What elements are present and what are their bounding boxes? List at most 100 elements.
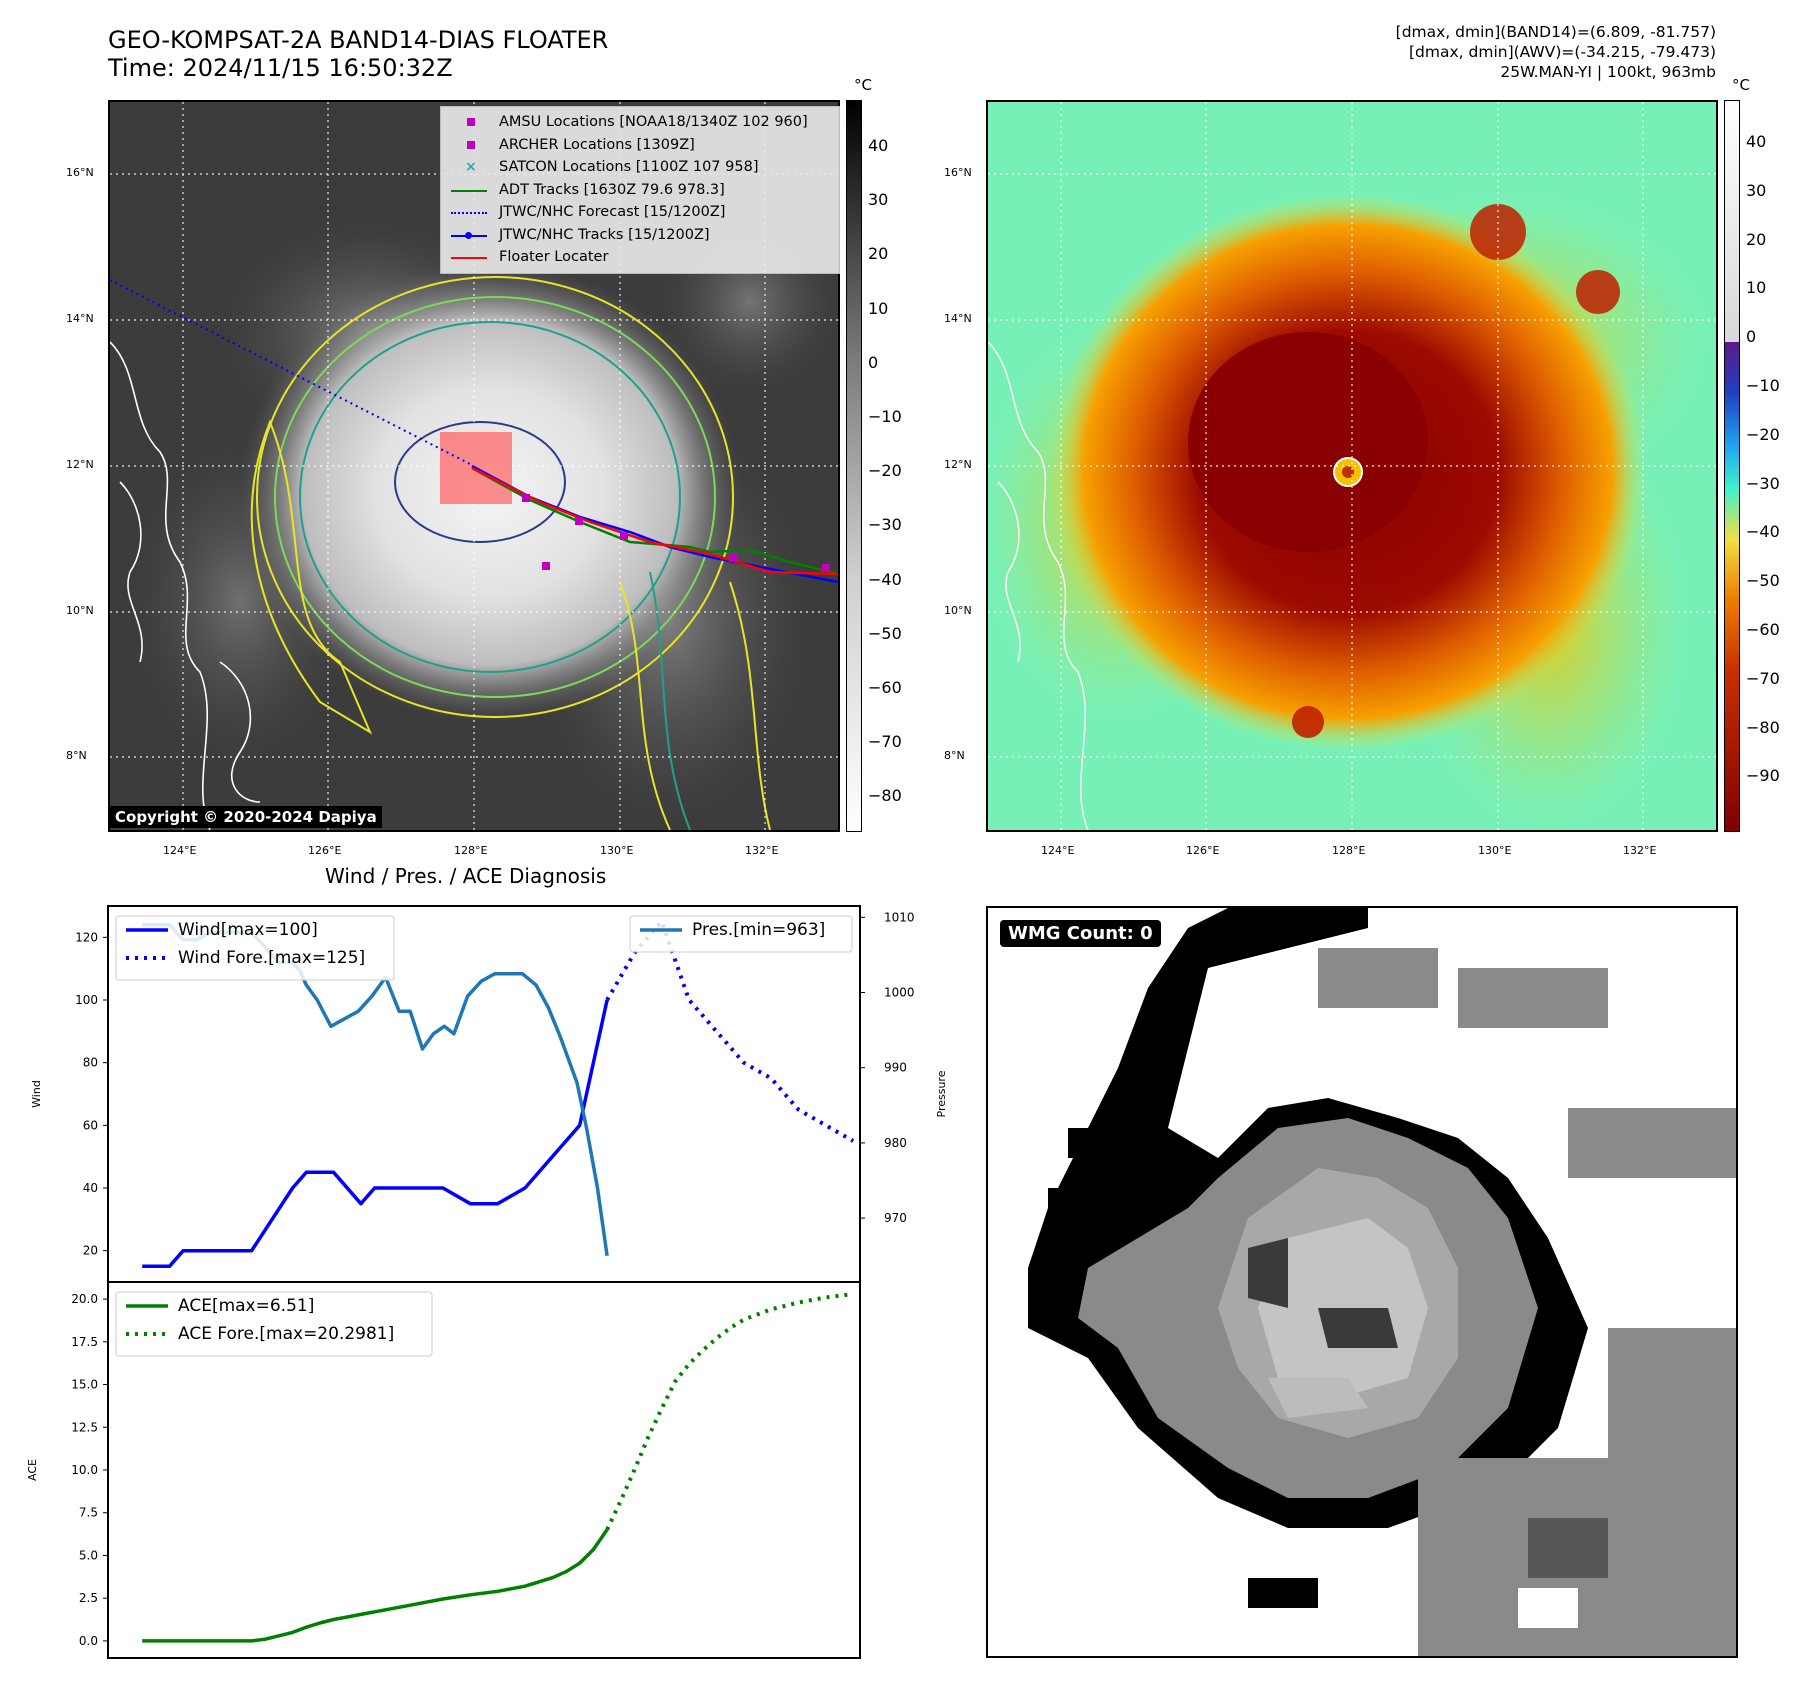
ace-ytick-label: 0.0 [79, 1634, 98, 1648]
lon-tick-label: 126°E [1186, 844, 1220, 857]
colorbar-left-label: −30 [868, 515, 902, 535]
legend-label: Floater Locater [499, 249, 609, 265]
legend-item-archer: ARCHER Locations [1309Z] [449, 134, 831, 157]
diagnosis-chart: 20 40 60 80 100 120 970 980 990 1000 1010 0.0 2.5 5.0… [26, 905, 948, 1659]
pressure-ytick-label: 980 [884, 1136, 907, 1150]
pressure-ytick-label: 1010 [884, 910, 915, 924]
lat-tick-label: 14°N [66, 312, 94, 325]
wind-legend-label: Wind[max=100] [178, 920, 318, 940]
amsu-archer-markers [522, 494, 830, 572]
forecast-track [110, 279, 471, 465]
floater-track [471, 466, 838, 576]
lat-tick-label: 12°N [944, 458, 972, 471]
info-line-2: [dmax, dmin](AWV)=(-34.215, -79.473) [1409, 43, 1716, 61]
colorbar-right-label: −10 [1746, 376, 1780, 395]
legend-item-forecast: JTWC/NHC Forecast [15/1200Z] [449, 201, 831, 224]
colorbar-right-label: 40 [1746, 132, 1767, 151]
colorbar-grayscale [846, 100, 862, 832]
info-line-1: [dmax, dmin](BAND14)=(6.809, -81.757) [1395, 23, 1716, 41]
lon-tick-label: 128°E [1332, 844, 1366, 857]
legend-item-jtwc: JTWC/NHC Tracks [15/1200Z] [449, 224, 831, 247]
lon-tick-label: 130°E [600, 844, 634, 857]
legend-item-amsu: AMSU Locations [NOAA18/1340Z 102 960] [449, 111, 831, 134]
line-icon [449, 183, 493, 197]
lon-tick-label: 132°E [1623, 844, 1657, 857]
wind-ytick-label: 20 [83, 1244, 98, 1258]
colorbar-left-label: −50 [868, 623, 902, 643]
ace-ytick-label: 20.0 [71, 1292, 98, 1306]
x-marker-icon: × [465, 159, 477, 176]
legend-item-adt: ADT Tracks [1630Z 79.6 978.3] [449, 179, 831, 202]
wind-line [142, 999, 609, 1269]
ace-forecast-line [605, 1292, 854, 1531]
colorbar-right-label: −80 [1746, 717, 1780, 737]
square-marker-icon [449, 115, 493, 129]
lat-tick-label: 14°N [944, 312, 972, 325]
colorbar-left-label: 0 [868, 352, 879, 372]
lat-tick-label: 16°N [66, 166, 94, 179]
pressure-ytick-label: 970 [884, 1211, 907, 1225]
ace-legend-box [115, 1291, 433, 1357]
lon-tick-label: 124°E [1041, 844, 1075, 857]
colorbar-right-label: 20 [1746, 229, 1767, 249]
dotted-line-icon [449, 205, 493, 219]
ace-ytick-label: 7.5 [79, 1506, 98, 1520]
colorbar-right-label: −20 [1746, 424, 1780, 444]
ace-line [142, 1528, 609, 1643]
lon-tick-label: 124°E [163, 844, 197, 857]
pressure-axis-label: Pressure [935, 1070, 948, 1117]
colorbar-right-label: −70 [1746, 668, 1780, 688]
info-line-3: 25W.MAN-YI | 100kt, 963mb [1500, 63, 1716, 81]
legend-label: JTWC/NHC Tracks [15/1200Z] [499, 226, 710, 243]
legend-label: JTWC/NHC Forecast [15/1200Z] [499, 204, 726, 220]
ace-legend-label: ACE[max=6.51] [178, 1296, 314, 1316]
colorbar-left-label: 30 [868, 190, 889, 210]
line-icon [449, 250, 493, 264]
enhanced-map-gridlines [988, 102, 1716, 830]
colorbar-enhanced [1724, 100, 1740, 832]
ace-ytick-label: 5.0 [79, 1548, 98, 1562]
ace-legend-label: ACE Fore.[max=20.2981] [178, 1324, 394, 1344]
colorbar-right-label: −30 [1746, 473, 1780, 493]
lon-tick-label: 130°E [1478, 844, 1512, 857]
colorbar-right-label: −60 [1746, 620, 1780, 639]
wind-ytick-label: 80 [83, 1056, 98, 1070]
lon-tick-label: 128°E [454, 844, 488, 857]
map-legend: AMSU Locations [NOAA18/1340Z 102 960] AR… [440, 106, 840, 274]
wind-legend-label: Wind Fore.[max=125] [178, 948, 365, 968]
colorbar-left-label: −20 [868, 461, 902, 481]
lat-tick-label: 16°N [944, 166, 972, 179]
wmg-count-badge: WMG Count: 0 [1000, 920, 1161, 947]
legend-label: ARCHER Locations [1309Z] [499, 136, 695, 153]
colorbar-left-label: −80 [868, 786, 902, 806]
pressure-ytick-label: 1000 [884, 985, 915, 999]
lon-tick-label: 132°E [745, 844, 779, 857]
storm-info: [dmax, dmin](BAND14)=(6.809, -81.757) [d… [1396, 22, 1716, 82]
lat-tick-label: 10°N [66, 604, 94, 617]
colorbar-right-label: 0 [1746, 327, 1757, 347]
diagnosis-title: Wind / Pres. / ACE Diagnosis [325, 864, 607, 888]
pressure-ytick-label: 990 [884, 1061, 907, 1075]
wmg-image [988, 908, 1736, 1656]
colorbar-left-label: 20 [868, 244, 889, 264]
colorbar-left-label: 10 [868, 298, 889, 318]
colorbar-left-label: 40 [868, 136, 889, 155]
colorbar-left-label: −70 [868, 732, 902, 752]
wmg-panel: WMG Count: 0 [986, 906, 1738, 1658]
adt-track [471, 466, 838, 576]
copyright-label: Copyright © 2020-2024 Dapiya [110, 806, 382, 828]
colorbar-left-label: −60 [868, 678, 902, 697]
colorbar-right-label: 10 [1746, 278, 1767, 298]
ace-ytick-label: 2.5 [79, 1591, 98, 1605]
legend-label: ADT Tracks [1630Z 79.6 978.3] [499, 181, 725, 198]
wind-ytick-label: 60 [83, 1118, 98, 1132]
pressure-legend-box [629, 915, 853, 953]
colorbar-right-label: −90 [1746, 766, 1780, 786]
title-line-1: GEO-KOMPSAT-2A BAND14-DIAS FLOATER [108, 26, 609, 54]
ace-ytick-label: 17.5 [71, 1335, 98, 1349]
colorbar-unit-right: °C [1732, 76, 1750, 94]
enhanced-ir-panel [986, 100, 1718, 832]
colorbar-right-label: −40 [1746, 522, 1780, 542]
colorbar-right-label: −50 [1746, 571, 1780, 591]
colorbar-left-label: −40 [868, 569, 902, 589]
